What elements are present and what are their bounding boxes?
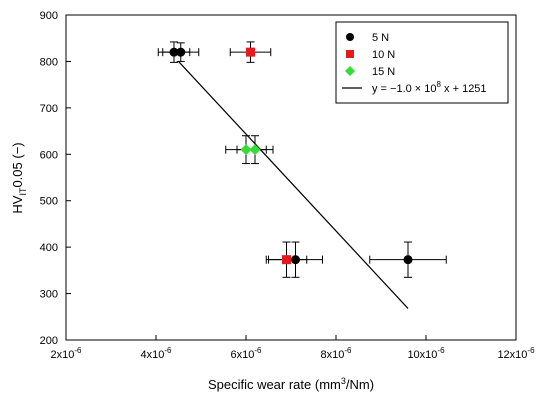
data-point-circle: [403, 255, 413, 265]
y-tick-label: 900: [40, 10, 58, 22]
y-axis-ticks: 200 300 400 500 600 700 800 900: [40, 10, 71, 347]
legend-fit-label: y = −1.0 × 108 x + 1251: [372, 80, 487, 95]
data-point-square: [246, 47, 255, 57]
plot-frame: [65, 14, 517, 341]
data-point-diamond: [240, 144, 252, 156]
x-tick-label-exponent: -6: [254, 346, 262, 355]
x-tick-label-exponent: -6: [74, 346, 82, 355]
legend-label: 10 N: [372, 49, 395, 61]
data-point-circle: [291, 255, 300, 265]
legend-box: [335, 21, 509, 104]
x-tick-label-base: 8x10: [321, 349, 345, 361]
x-tick-label-base: 6x10: [231, 349, 255, 361]
y-axis-title-text: HV: [10, 195, 25, 213]
x-tick-label-base: 10x10: [407, 349, 437, 361]
x-tick-label: 10x10-6: [407, 346, 445, 361]
y-tick-label: 500: [40, 196, 58, 208]
x-tick-label-exponent: -6: [527, 346, 535, 355]
x-tick-label-base: 4x10: [141, 349, 165, 361]
y-tick-label: 400: [40, 242, 58, 254]
data-point-circle: [169, 47, 179, 57]
legend-marker-diamond: [345, 66, 355, 76]
x-tick-label-exponent: -6: [164, 346, 172, 355]
x-tick-label-base: 12x10: [497, 349, 527, 361]
legend: 5 N 10 N 15 N y = −1.0 × 108 x + 1251: [335, 21, 509, 104]
legend-items: 5 N 10 N 15 N y = −1.0 × 108 x + 1251: [342, 32, 487, 95]
legend-fit-label-text: y = −1.0 × 10: [372, 83, 437, 95]
x-axis-title-text: Specific wear rate (mm: [208, 377, 341, 392]
x-axis-title-superscript: 3: [341, 376, 346, 386]
y-axis-title: HVIT0.05 (−): [10, 142, 28, 213]
legend-label: 15 N: [372, 66, 395, 78]
markers-layer: [169, 47, 413, 265]
data-point-diamond: [249, 144, 261, 156]
legend-marker-circle: [346, 33, 354, 41]
y-tick-label: 300: [40, 289, 58, 301]
y-tick-label: 200: [40, 335, 58, 347]
y-tick-label: 600: [40, 149, 58, 161]
x-tick-label-base: 2x10: [51, 349, 75, 361]
y-tick-label: 800: [40, 56, 58, 68]
data-point-square: [282, 255, 291, 265]
y-axis-title-subscript: IT: [18, 187, 28, 196]
x-tick-label-exponent: -6: [437, 346, 445, 355]
legend-fit-label-exponent: 8: [437, 80, 442, 89]
legend-marker-square: [346, 50, 354, 58]
x-axis-ticks: 2x10-6 4x10-6 6x10-6 8x10-6 10x10-6 12x10-6: [51, 335, 535, 361]
x-tick-label: 2x10-6: [51, 346, 83, 361]
x-tick-label: 4x10-6: [141, 346, 173, 361]
fit-line-layer: [178, 61, 409, 309]
fit-line: [178, 61, 409, 309]
y-axis-title-text-end: 0.05 (−): [10, 142, 25, 187]
x-axis-title-text-end: /Nm): [346, 377, 374, 392]
y-tick-label: 700: [40, 103, 58, 115]
x-tick-label-exponent: -6: [344, 346, 352, 355]
x-axis-title: Specific wear rate (mm3/Nm): [208, 376, 374, 392]
x-tick-label: 8x10-6: [321, 346, 353, 361]
legend-label: 5 N: [372, 32, 389, 44]
legend-fit-label-text-end: x + 1251: [441, 83, 487, 95]
data-point-circle: [176, 47, 186, 57]
x-tick-label: 6x10-6: [231, 346, 263, 361]
x-tick-label: 12x10-6: [497, 346, 535, 361]
